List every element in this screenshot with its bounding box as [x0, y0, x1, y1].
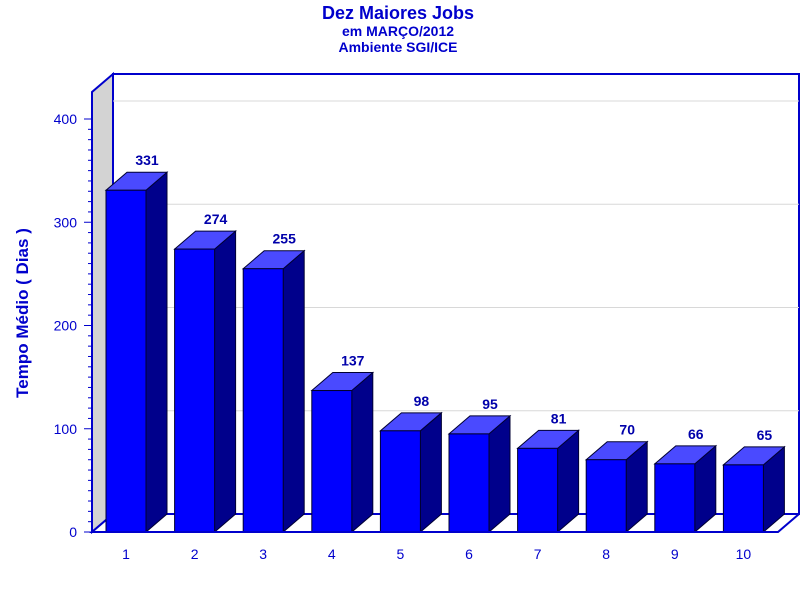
y-tick-label: 300 — [54, 214, 78, 230]
data-label: 65 — [757, 427, 773, 443]
y-tick-label: 0 — [69, 524, 77, 540]
bar: 70 — [584, 422, 649, 534]
chart-subtitle-line-1: em MARÇO/2012 — [342, 23, 454, 39]
bar-front — [242, 268, 284, 533]
bar: 255 — [241, 231, 306, 534]
y-tick-label: 400 — [54, 111, 78, 127]
x-tick-label: 10 — [736, 546, 752, 562]
bar: 274 — [173, 211, 237, 534]
x-tick-label: 1 — [122, 546, 130, 562]
data-label: 98 — [414, 393, 430, 409]
x-tick-label: 6 — [465, 546, 473, 562]
data-label: 95 — [482, 396, 498, 412]
bar-front — [174, 248, 216, 533]
data-label: 274 — [204, 211, 228, 227]
bar-front — [585, 459, 627, 533]
y-axis-label: Tempo Médio ( Dias ) — [13, 228, 32, 398]
x-tick-label: 2 — [191, 546, 199, 562]
x-tick-label: 3 — [259, 546, 267, 562]
data-label: 81 — [551, 410, 567, 426]
x-tick-label: 8 — [602, 546, 610, 562]
x-tick-label: 9 — [671, 546, 679, 562]
bar: 65 — [722, 427, 786, 534]
y-tick-label: 200 — [54, 318, 78, 334]
chart-subtitle-line-2: Ambiente SGI/ICE — [338, 39, 457, 55]
data-label: 137 — [341, 353, 365, 369]
bar: 66 — [653, 426, 718, 534]
bar-front — [722, 464, 764, 533]
x-tick-label: 4 — [328, 546, 336, 562]
bar-front — [517, 447, 559, 533]
data-label: 255 — [273, 231, 297, 247]
bar: 95 — [447, 396, 512, 534]
bar-side — [214, 230, 237, 534]
bar: 98 — [379, 393, 443, 534]
x-tick-label: 7 — [534, 546, 542, 562]
data-label: 70 — [619, 422, 635, 438]
chart-title: Dez Maiores Jobs — [322, 3, 474, 23]
data-label: 66 — [688, 426, 704, 442]
data-label: 331 — [135, 152, 159, 168]
bar-side — [145, 171, 168, 534]
bar-front — [379, 430, 421, 533]
bar-side — [488, 414, 511, 534]
bar-side — [282, 249, 305, 534]
bars: 331 274 255 137 98 95 81 70 66 65 — [104, 152, 786, 534]
bar-front — [654, 463, 696, 533]
bar-side — [351, 371, 374, 534]
x-tick-label: 5 — [397, 546, 405, 562]
y-axis: 0 100 200 300 400 — [54, 92, 93, 540]
bar-front — [311, 390, 353, 533]
y-tick-label: 100 — [54, 421, 78, 437]
bar-front — [448, 433, 490, 533]
bar-front — [105, 189, 147, 533]
bar-side — [419, 411, 442, 534]
bar: 331 — [104, 152, 169, 534]
bar: 137 — [310, 353, 375, 534]
bar: 81 — [516, 410, 580, 534]
x-axis: 1 2 3 4 5 6 7 8 9 10 — [92, 531, 778, 562]
